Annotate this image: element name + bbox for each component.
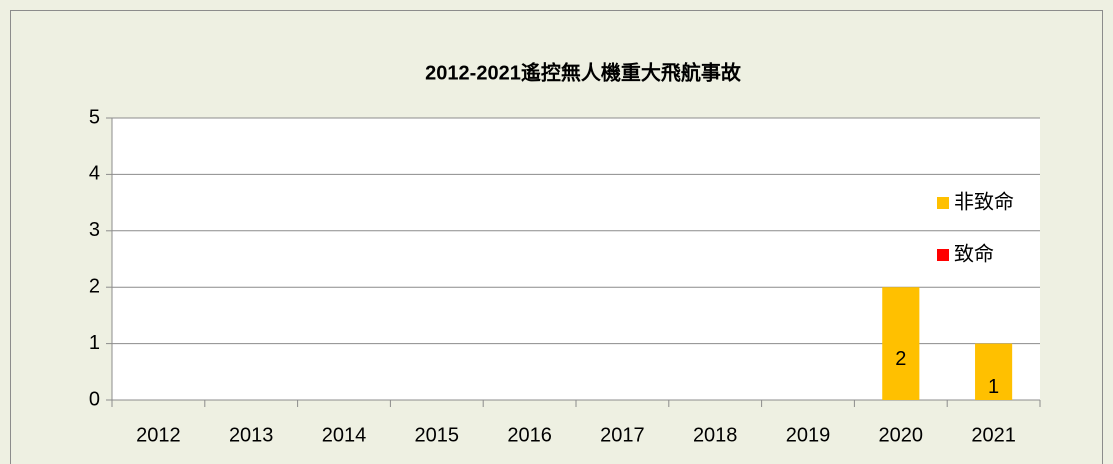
x-tick-label: 2020 [879,424,924,446]
y-tick-label: 0 [89,388,100,410]
chart-title: 2012-2021遙控無人機重大飛航事故 [425,60,742,84]
legend-label: 致命 [954,242,994,265]
bar [975,343,1013,400]
chart-border [10,10,1103,464]
y-tick-label: 2 [89,275,100,297]
data-label: 1 [988,376,999,398]
x-tick-label: 2013 [229,424,274,446]
y-tick-label: 4 [89,163,100,185]
data-label: 2 [895,348,906,370]
legend-swatch [937,197,949,209]
bar [882,287,920,400]
y-tick-label: 3 [89,219,100,241]
x-tick-label: 2015 [415,424,460,446]
x-tick-label: 2018 [693,424,738,446]
x-tick-label: 2014 [322,424,367,446]
x-tick-label: 2021 [971,424,1016,446]
y-tick-label: 5 [89,106,100,128]
legend-label: 非致命 [954,190,1014,213]
x-tick-label: 2019 [786,424,831,446]
x-tick-label: 2016 [507,424,552,446]
x-tick-label: 2017 [600,424,645,446]
x-tick-label: 2012 [136,424,181,446]
legend-swatch [937,249,949,261]
y-tick-label: 1 [89,332,100,354]
